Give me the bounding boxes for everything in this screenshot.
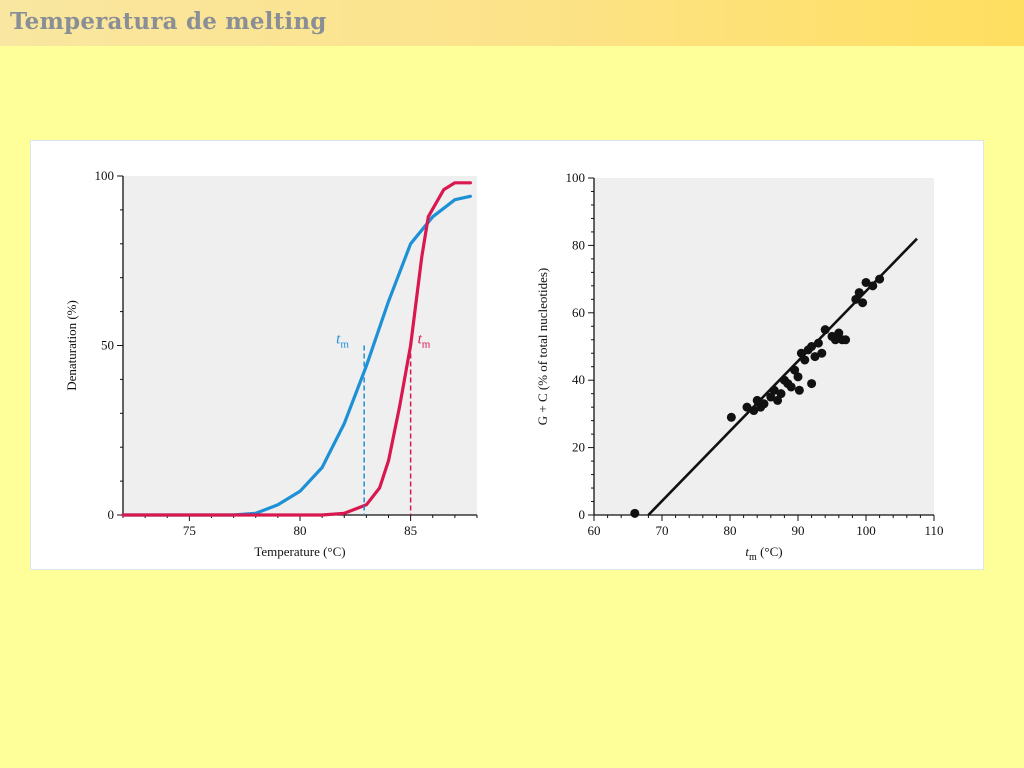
x-tick-label: 85 <box>404 523 417 538</box>
scatter-point <box>766 392 776 402</box>
scatter-point <box>630 508 640 518</box>
x-tick-label: 80 <box>294 523 307 538</box>
scatter-point <box>851 294 861 304</box>
scatter-point <box>854 288 864 298</box>
scatter-point <box>820 325 830 335</box>
scatter-point <box>858 298 868 308</box>
y-tick-label: 0 <box>579 507 586 522</box>
scatter-point <box>794 385 804 395</box>
x-tick-label: 80 <box>724 523 737 538</box>
x-tick-label: 70 <box>656 523 669 538</box>
scatter-point <box>773 395 783 405</box>
scatter-point <box>726 412 736 422</box>
scatter-point <box>793 372 803 382</box>
scatter-point <box>759 399 769 409</box>
y-tick-label: 100 <box>95 168 115 183</box>
y-tick-label: 80 <box>572 237 585 252</box>
y-tick-label: 60 <box>572 305 585 320</box>
scatter-point <box>796 348 806 358</box>
scatter-point <box>749 406 759 416</box>
series-line-2 <box>121 181 472 517</box>
series-line-1 <box>121 194 472 517</box>
scatter-point <box>786 382 796 392</box>
scatter-point <box>841 335 851 345</box>
scatter-point <box>875 274 885 284</box>
scatter-point <box>813 338 823 348</box>
scatter-point <box>807 379 817 389</box>
x-tick-label: 60 <box>588 523 601 538</box>
y-axis-label: G + C (% of total nucleotides) <box>535 268 550 426</box>
scatter-point <box>817 348 827 358</box>
y-tick-label: 0 <box>108 507 115 522</box>
x-tick-label: 90 <box>792 523 805 538</box>
title-bar: Temperatura de melting <box>0 0 1024 46</box>
y-axis-label: Denaturation (%) <box>64 300 79 391</box>
figure-panel: 0 50 100 75 80 85 Temperature (°C) Denaturation… <box>30 140 984 570</box>
y-tick-label: 40 <box>572 372 585 387</box>
scatter-point <box>810 352 820 362</box>
tm-annotation-2: tm <box>418 332 431 351</box>
x-tick-label: 110 <box>924 523 943 538</box>
chart-2: 0 20 40 60 80 100 60 70 80 90 100 110 tm (°C) G + C (… <box>535 170 944 563</box>
chart-1: 0 50 100 75 80 85 Temperature (°C) Denaturation… <box>64 168 478 559</box>
tm-annotation-1: tm <box>336 332 349 351</box>
scatter-point <box>834 328 844 338</box>
scatter-point <box>830 335 840 345</box>
x-axis-label: Temperature (°C) <box>254 544 345 559</box>
x-axis-label: tm (°C) <box>745 544 782 563</box>
y-tick-label: 50 <box>101 338 114 353</box>
plot-area <box>594 178 934 515</box>
scatter-point <box>752 395 762 405</box>
scatter-point <box>800 355 810 365</box>
scatter-point <box>742 402 752 412</box>
scatter-point <box>776 389 786 399</box>
scatter-point <box>861 277 871 287</box>
x-tick-label: 100 <box>856 523 876 538</box>
x-tick-label: 75 <box>183 523 196 538</box>
scatter-point <box>790 365 800 375</box>
scatter-point <box>807 342 817 351</box>
page-title: Temperatura de melting <box>10 8 327 35</box>
scatter-point <box>868 281 878 291</box>
figure-svg: 0 50 100 75 80 85 Temperature (°C) Denaturation… <box>64 168 944 563</box>
y-tick-label: 20 <box>572 440 585 455</box>
y-tick-label: 100 <box>566 170 586 185</box>
scatter-point <box>769 385 779 395</box>
